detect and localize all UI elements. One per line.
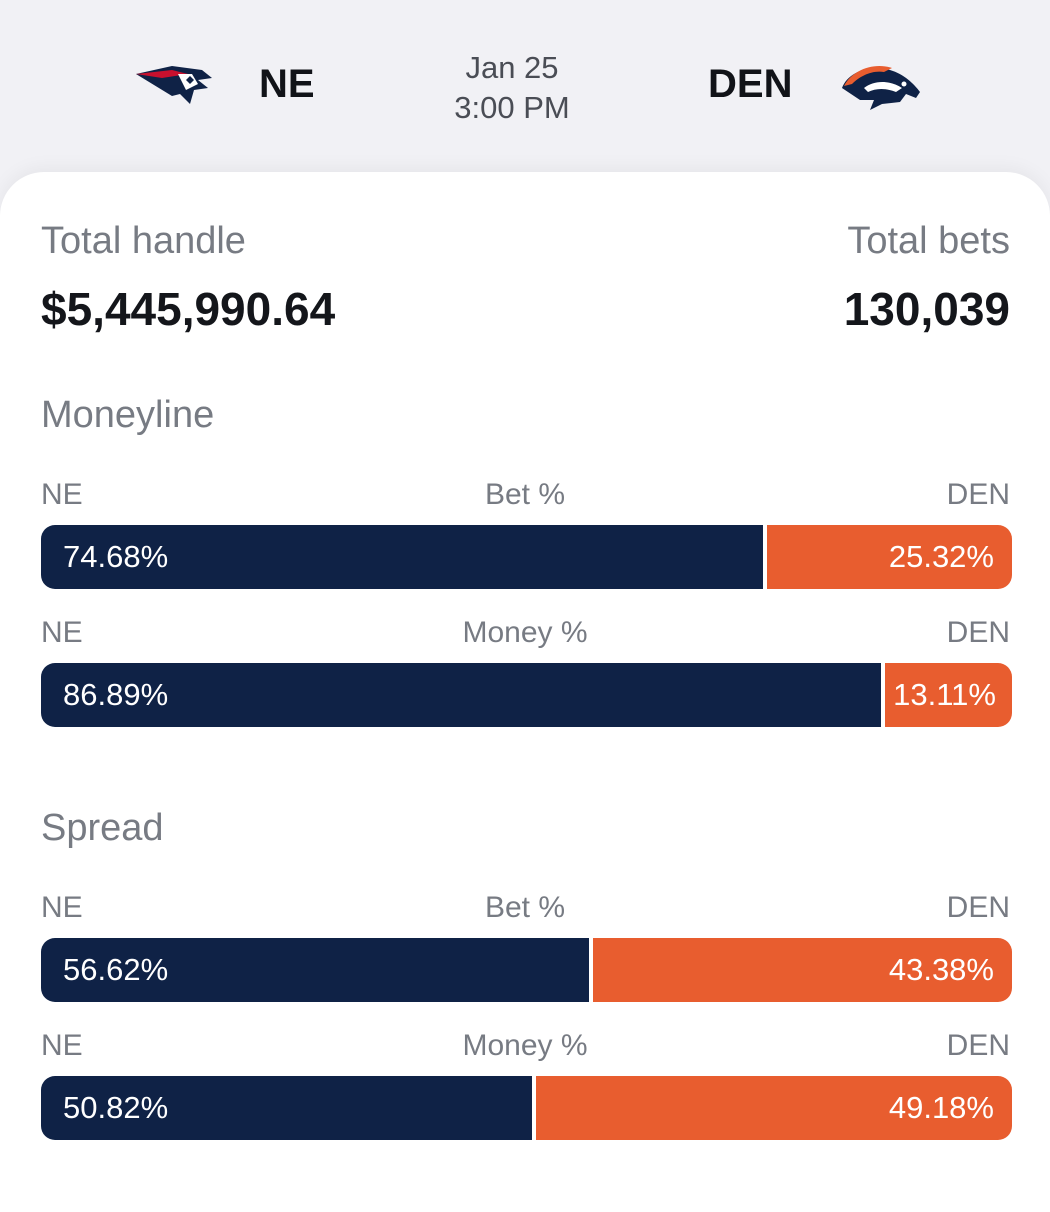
spread-money-label: Money % <box>462 1029 588 1062</box>
moneyline-money-bar: 86.89% 13.11% <box>41 663 1012 727</box>
moneyline-bet-den-pct: 25.32% <box>888 539 994 574</box>
spread-money-right-team: DEN <box>946 1029 1010 1062</box>
total-handle-value: $5,445,990.64 <box>41 283 336 335</box>
spread-money-den-pct: 49.18% <box>888 1090 994 1125</box>
game-date: Jan 25 <box>465 50 559 85</box>
spread-money-den-segment: 49.18% <box>536 1076 1012 1140</box>
spread-bet-left-team: NE <box>41 891 83 924</box>
moneyline-money-den-pct: 13.11% <box>893 677 996 712</box>
broncos-logo-icon <box>842 66 920 110</box>
moneyline-money-label: Money % <box>462 616 588 649</box>
moneyline-money-den-segment: 13.11% <box>885 663 1012 727</box>
spread-bet-label: Bet % <box>484 891 566 924</box>
spread-bet-ne-pct: 56.62% <box>63 952 169 987</box>
spread-money-left-team: NE <box>41 1029 83 1062</box>
patriots-logo-icon <box>136 66 212 104</box>
spread-money-bar: 50.82% 49.18% <box>41 1076 1012 1140</box>
spread-bet-ne-segment: 56.62% <box>41 938 589 1002</box>
spread-bet-den-pct: 43.38% <box>888 952 994 987</box>
betting-splits-card: Total handle $5,445,990.64 Total bets 13… <box>0 172 1050 1212</box>
moneyline-bet-bar: 74.68% 25.32% <box>41 525 1012 589</box>
moneyline-bet-label: Bet % <box>484 478 566 511</box>
away-team-abbr: DEN <box>708 62 793 106</box>
spread-money-ne-segment: 50.82% <box>41 1076 533 1140</box>
total-bets-value: 130,039 <box>843 283 1010 335</box>
spread-title: Spread <box>41 807 164 849</box>
moneyline-money-ne-pct: 86.89% <box>63 677 169 712</box>
moneyline-bet-den-segment: 25.32% <box>767 525 1012 589</box>
spread-bet-right-team: DEN <box>946 891 1010 924</box>
spread-money-ne-pct: 50.82% <box>63 1090 169 1125</box>
moneyline-bet-left-team: NE <box>41 478 83 511</box>
spread-bet-bar: 56.62% 43.38% <box>41 938 1012 1002</box>
moneyline-bet-ne-pct: 74.68% <box>63 539 169 574</box>
moneyline-bet-ne-segment: 74.68% <box>41 525 764 589</box>
game-time: 3:00 PM <box>454 90 570 125</box>
spread-bet-den-segment: 43.38% <box>592 938 1012 1002</box>
moneyline-money-ne-segment: 86.89% <box>41 663 882 727</box>
game-header: NE Jan 25 3:00 PM DEN <box>0 0 1050 175</box>
moneyline-title: Moneyline <box>41 394 215 436</box>
moneyline-bet-right-team: DEN <box>946 478 1010 511</box>
home-team-abbr: NE <box>259 62 315 106</box>
moneyline-money-right-team: DEN <box>946 616 1010 649</box>
total-handle-label: Total handle <box>41 220 246 262</box>
moneyline-money-left-team: NE <box>41 616 83 649</box>
total-bets-label: Total bets <box>847 220 1010 262</box>
